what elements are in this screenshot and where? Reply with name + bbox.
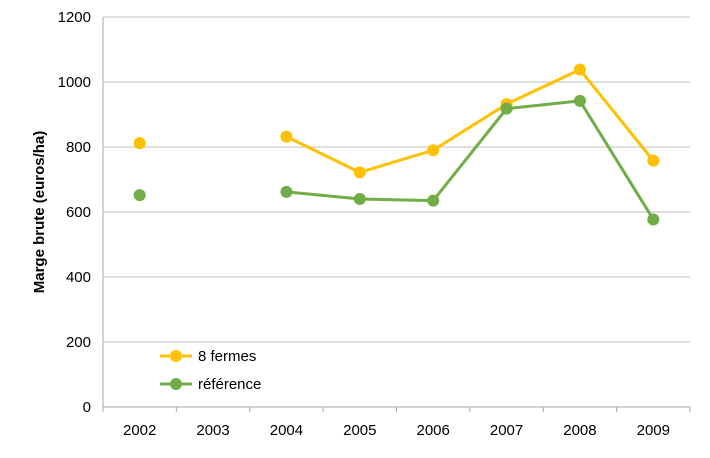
x-tick-label: 2004 [270, 422, 303, 439]
data-point [133, 189, 146, 202]
series-1 [133, 94, 660, 226]
data-point [573, 63, 586, 76]
x-axis-ticks: 2002 2003 2004 2005 2006 2007 2008 2009 [123, 422, 670, 439]
series-0 [133, 63, 660, 179]
gridlines [103, 16, 690, 343]
legend-item: référence [160, 376, 261, 393]
x-tick-label: 2002 [123, 422, 156, 439]
data-point [647, 154, 660, 167]
data-point [647, 213, 660, 226]
series-line [285, 68, 655, 174]
x-tick-label: 2007 [490, 422, 523, 439]
data-point [133, 137, 146, 150]
x-tick-label: 2003 [196, 422, 229, 439]
y-tick-label: 400 [66, 269, 91, 286]
series-layer [133, 63, 660, 226]
data-point [500, 102, 513, 115]
data-point [427, 194, 440, 207]
y-tick-label: 600 [66, 204, 91, 221]
y-tick-label: 1200 [58, 9, 91, 26]
y-tick-label: 200 [66, 334, 91, 351]
data-point [573, 94, 586, 107]
x-tick-label: 2009 [637, 422, 670, 439]
data-point [427, 144, 440, 157]
y-tick-label: 0 [83, 399, 91, 416]
legend-label: 8 fermes [198, 348, 256, 365]
y-tick-label: 1000 [58, 74, 91, 91]
x-tick-label: 2005 [343, 422, 376, 439]
x-tick-label: 2008 [563, 422, 596, 439]
legend: 8 fermes référence [160, 348, 261, 393]
y-axis-ticks: 0 200 400 600 800 1000 1200 [58, 9, 91, 416]
series-line [286, 99, 655, 221]
legend-item: 8 fermes [160, 348, 256, 365]
data-point [280, 130, 293, 143]
data-point [353, 193, 366, 205]
legend-label: référence [198, 376, 261, 393]
x-tick-label: 2006 [417, 422, 450, 439]
data-point [353, 166, 366, 179]
data-point [280, 185, 293, 198]
y-tick-label: 800 [66, 139, 91, 156]
y-axis-title: Marge brute (euros/ha) [31, 131, 48, 294]
axes [102, 17, 691, 412]
legend-marker [170, 378, 182, 390]
legend-marker [170, 350, 182, 362]
